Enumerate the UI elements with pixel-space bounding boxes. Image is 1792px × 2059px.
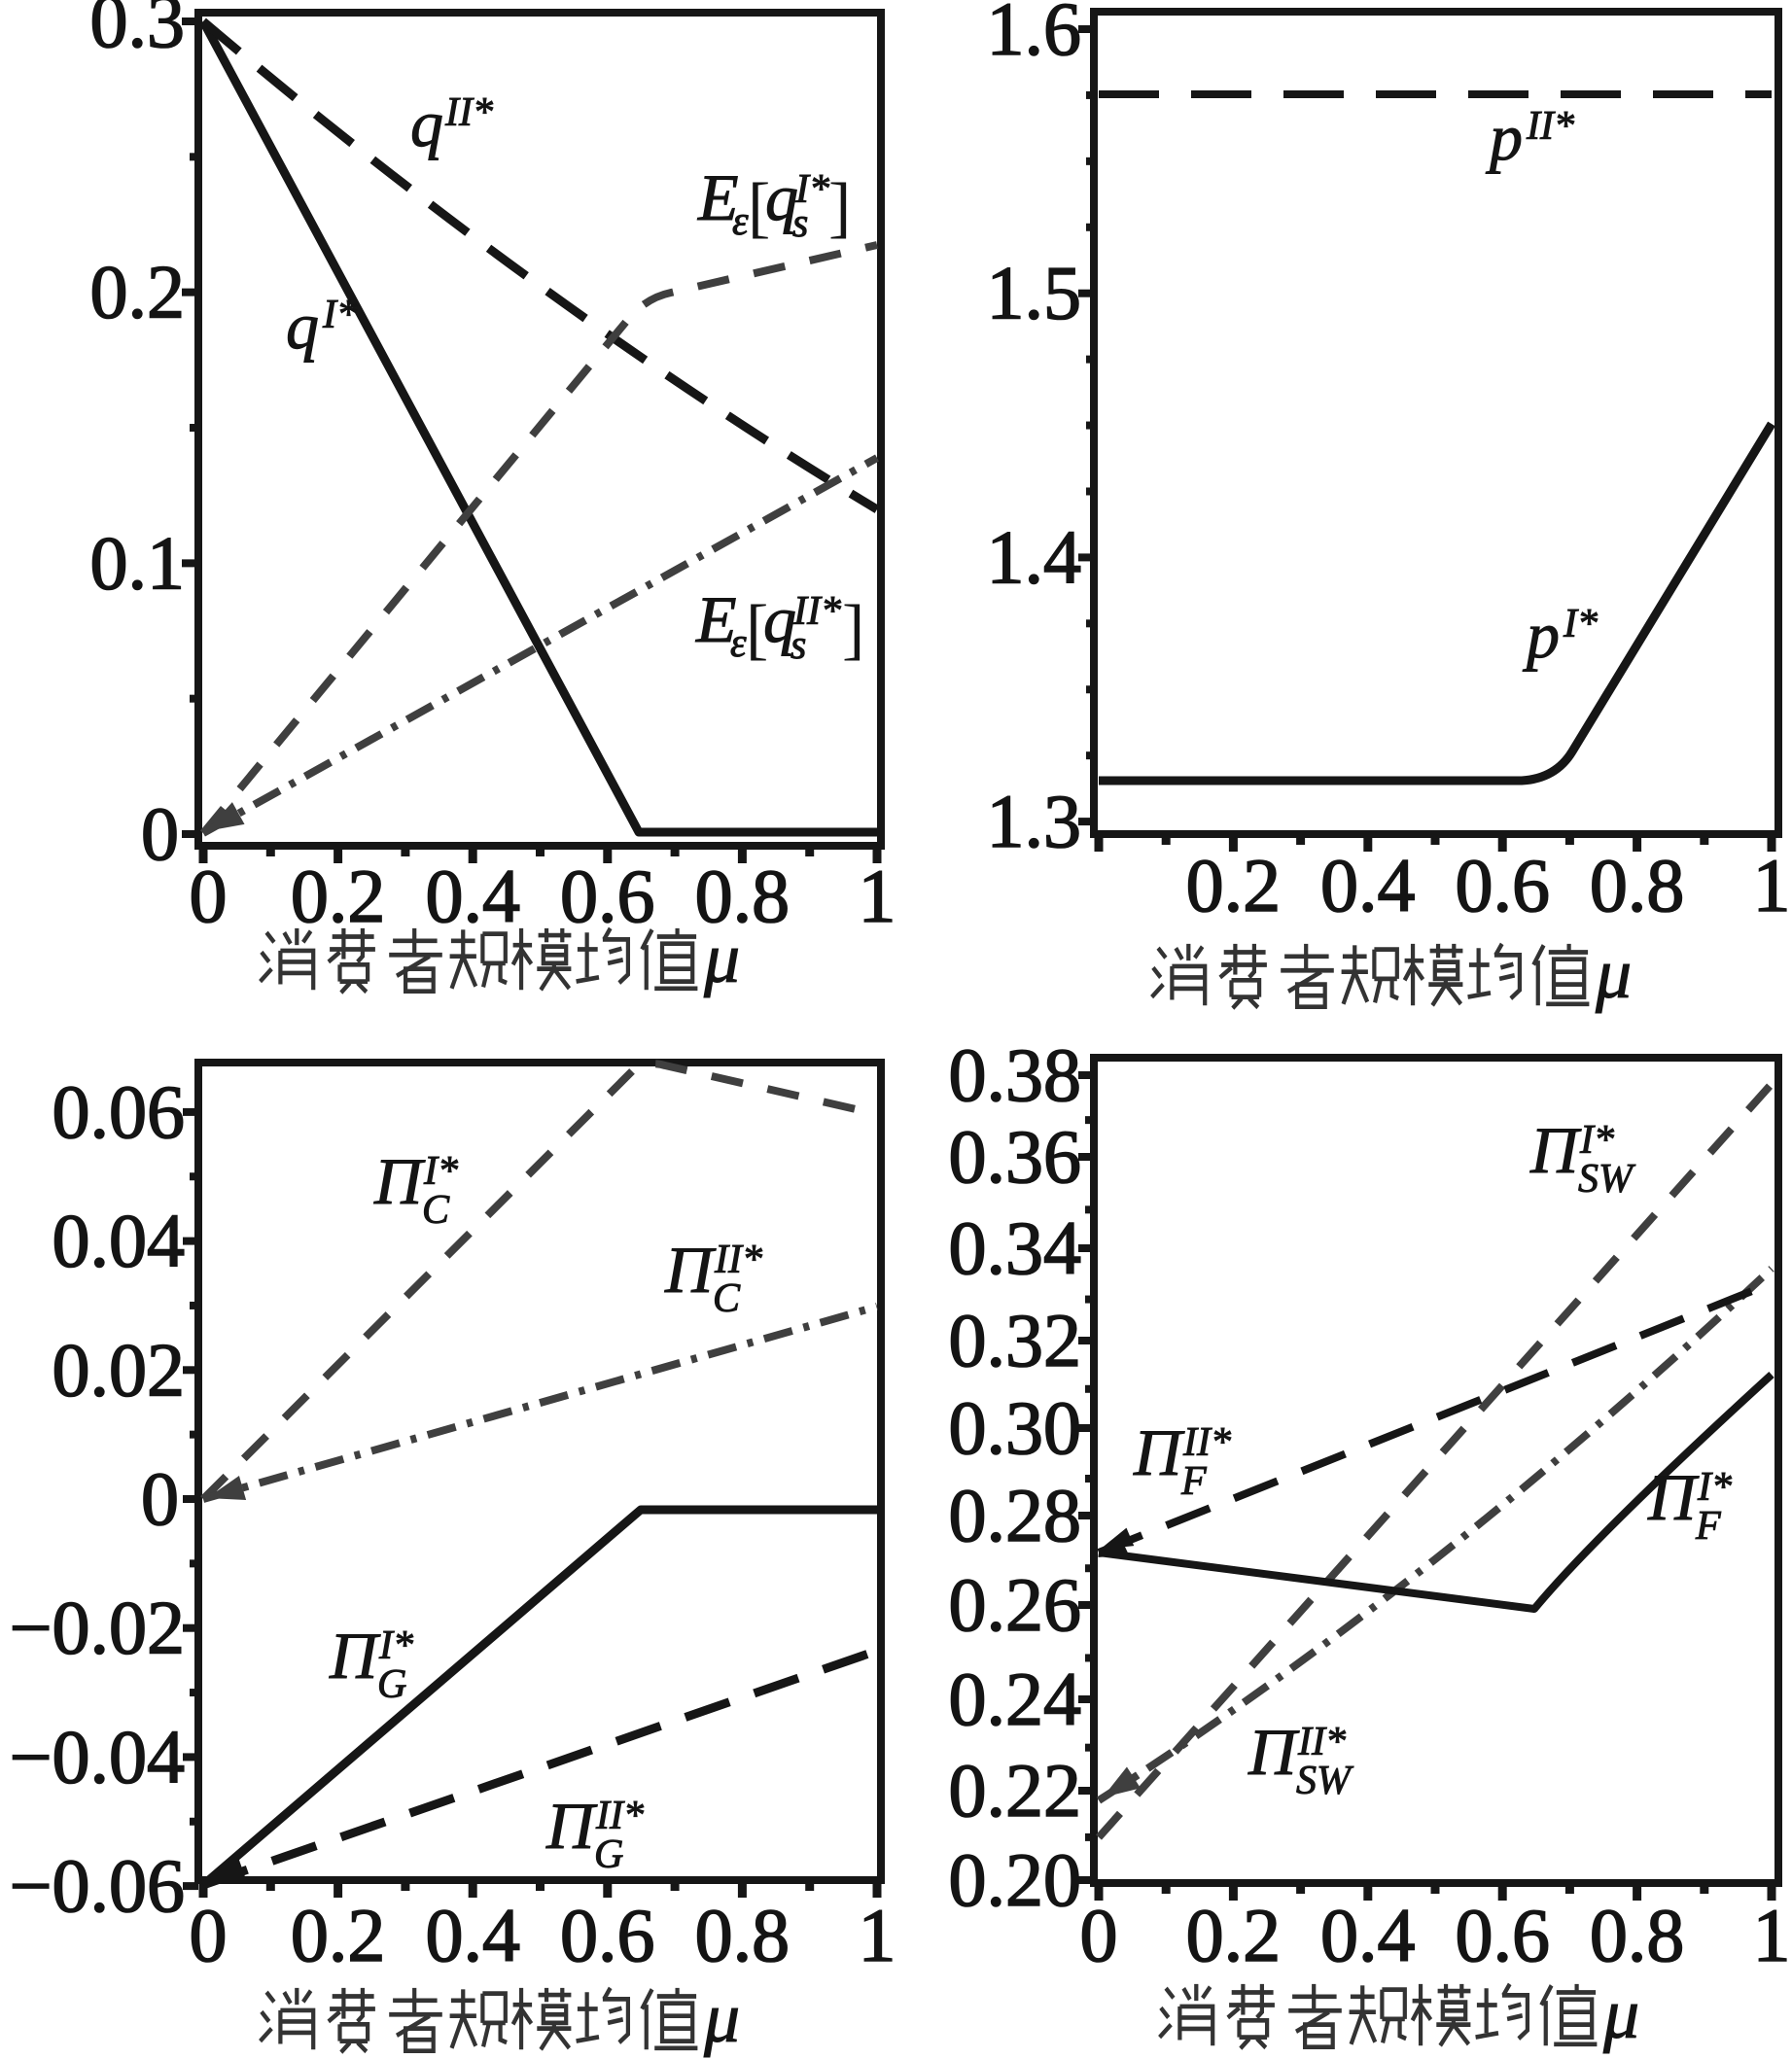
- svg-text:Π: Π: [1529, 1113, 1582, 1187]
- svg-text:E: E: [697, 160, 739, 234]
- svg-text:I*: I*: [378, 1623, 413, 1668]
- svg-text:SW: SW: [1578, 1157, 1636, 1202]
- svg-text:0.22: 0.22: [949, 1748, 1082, 1832]
- svg-text:Π: Π: [1247, 1715, 1300, 1789]
- svg-text:C: C: [422, 1188, 450, 1233]
- svg-text:0.6: 0.6: [1455, 843, 1550, 927]
- svg-text:I*: I*: [1563, 602, 1598, 646]
- svg-text:0.6: 0.6: [560, 1893, 655, 1977]
- svg-text:0.6: 0.6: [1455, 1893, 1550, 1977]
- svg-text:]: ]: [842, 592, 864, 667]
- svg-text:μ: μ: [1595, 934, 1632, 1014]
- svg-text:]: ]: [828, 170, 851, 245]
- svg-text:0.1: 0.1: [90, 520, 186, 605]
- svg-text:1: 1: [859, 1893, 896, 1977]
- svg-text:p: p: [1486, 100, 1523, 174]
- svg-text:−0.06: −0.06: [10, 1843, 186, 1928]
- svg-text:1.4: 1.4: [987, 514, 1082, 599]
- svg-text:Π: Π: [1647, 1460, 1700, 1534]
- svg-text:II*: II*: [1182, 1420, 1231, 1465]
- svg-text:1: 1: [1753, 843, 1791, 927]
- svg-text:1: 1: [859, 854, 896, 938]
- svg-text:I*: I*: [1697, 1465, 1732, 1510]
- svg-text:F: F: [1180, 1459, 1207, 1504]
- svg-text:C: C: [713, 1276, 741, 1321]
- svg-text:0.24: 0.24: [949, 1657, 1082, 1741]
- svg-text:0.6: 0.6: [560, 854, 655, 938]
- svg-text:q: q: [763, 582, 796, 656]
- svg-text:−0.02: −0.02: [10, 1586, 186, 1670]
- svg-text:Π: Π: [664, 1233, 717, 1307]
- svg-text:0.8: 0.8: [695, 854, 791, 938]
- svg-text:II*: II*: [595, 1794, 644, 1838]
- svg-text:μ: μ: [1602, 1974, 1639, 2054]
- svg-text:Π: Π: [329, 1619, 381, 1693]
- svg-text:Π: Π: [545, 1789, 598, 1863]
- svg-text:0.28: 0.28: [949, 1473, 1082, 1557]
- svg-text:1.5: 1.5: [987, 251, 1082, 335]
- svg-text:0.20: 0.20: [949, 1837, 1082, 1922]
- svg-text:1.3: 1.3: [987, 779, 1082, 863]
- svg-text:0.06: 0.06: [53, 1069, 186, 1154]
- svg-text:I*: I*: [794, 167, 829, 212]
- svg-text:0.2: 0.2: [1186, 843, 1282, 927]
- svg-text:0.38: 0.38: [949, 1032, 1082, 1117]
- svg-text:0.26: 0.26: [949, 1562, 1082, 1647]
- svg-text:II*: II*: [444, 90, 493, 135]
- svg-text:II*: II*: [792, 589, 841, 634]
- svg-text:I*: I*: [1579, 1118, 1614, 1163]
- svg-text:q: q: [286, 289, 319, 363]
- svg-text:0.2: 0.2: [291, 1893, 386, 1977]
- svg-text:II*: II*: [1526, 104, 1574, 149]
- svg-text:0.36: 0.36: [949, 1114, 1082, 1199]
- svg-text:μ: μ: [703, 1978, 740, 2058]
- svg-text:SW: SW: [1296, 1759, 1354, 1803]
- svg-text:−0.04: −0.04: [10, 1714, 186, 1798]
- svg-text:0.30: 0.30: [949, 1385, 1082, 1470]
- svg-text:s: s: [791, 623, 806, 668]
- svg-text:I*: I*: [423, 1149, 458, 1194]
- svg-text:Π: Π: [1133, 1415, 1185, 1489]
- svg-text:0.2: 0.2: [1186, 1893, 1282, 1977]
- svg-text:ε: ε: [730, 621, 747, 666]
- svg-text:0.3: 0.3: [90, 0, 186, 63]
- svg-text:0: 0: [141, 791, 179, 876]
- svg-text:0: 0: [141, 1456, 179, 1541]
- svg-text:F: F: [1695, 1504, 1721, 1549]
- svg-text:0.04: 0.04: [53, 1199, 186, 1283]
- svg-text:0: 0: [190, 854, 228, 938]
- svg-text:0.32: 0.32: [949, 1298, 1082, 1382]
- svg-text:1: 1: [1753, 1893, 1791, 1977]
- svg-text:0.8: 0.8: [695, 1893, 791, 1977]
- svg-text:1.6: 1.6: [987, 0, 1082, 71]
- svg-text:I*: I*: [322, 293, 357, 337]
- svg-text:q: q: [410, 87, 443, 160]
- svg-text:0.4: 0.4: [425, 1893, 520, 1977]
- svg-text:0.34: 0.34: [949, 1205, 1082, 1290]
- svg-text:0.02: 0.02: [53, 1327, 186, 1412]
- svg-text:0.8: 0.8: [1590, 843, 1685, 927]
- svg-text:[: [: [748, 170, 770, 245]
- svg-text:0.4: 0.4: [425, 854, 520, 938]
- svg-text:0: 0: [1080, 1893, 1118, 1977]
- svg-text:G: G: [377, 1662, 406, 1707]
- svg-text:0.2: 0.2: [291, 854, 386, 938]
- svg-text:0.2: 0.2: [90, 250, 186, 334]
- svg-text:0.8: 0.8: [1590, 1893, 1685, 1977]
- svg-text:p: p: [1523, 598, 1560, 672]
- svg-text:G: G: [594, 1832, 623, 1877]
- svg-text:0.4: 0.4: [1320, 843, 1416, 927]
- svg-text:Π: Π: [373, 1144, 426, 1218]
- svg-text:E: E: [695, 582, 737, 656]
- svg-text:II*: II*: [1297, 1720, 1346, 1764]
- svg-text:s: s: [792, 201, 808, 246]
- svg-text:0: 0: [190, 1893, 228, 1977]
- svg-text:ε: ε: [732, 199, 749, 244]
- svg-text:0.4: 0.4: [1320, 1893, 1416, 1977]
- svg-text:q: q: [765, 160, 798, 234]
- svg-text:[: [: [746, 592, 768, 667]
- svg-text:II*: II*: [714, 1238, 762, 1282]
- svg-text:μ: μ: [703, 919, 740, 998]
